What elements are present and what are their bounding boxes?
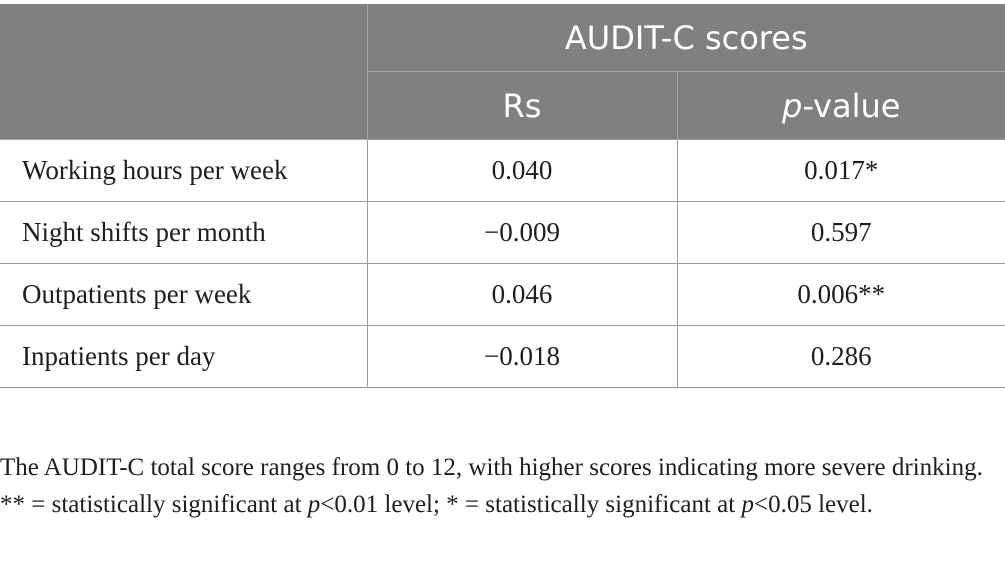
footnote-score-range: The AUDIT-C total score ranges from 0 to…: [0, 454, 983, 481]
row-label: Working hours per week: [0, 139, 368, 202]
row-label: Night shifts per month: [0, 201, 368, 264]
header-blank-cell: [0, 4, 368, 140]
p-value: 0.017*: [677, 139, 1005, 202]
rs-value: −0.009: [367, 201, 678, 264]
footnote-significance: ** = statistically significant at p<0.01…: [0, 489, 1000, 520]
footnote-part: <0.01 level; * = statistically significa…: [320, 491, 742, 518]
column-header-rs: Rs: [367, 71, 678, 140]
p-italic: p: [782, 86, 803, 125]
table-row: Working hours per week 0.040 0.017*: [0, 139, 1005, 202]
table-footnotes: The AUDIT-C total score ranges from 0 to…: [0, 452, 1000, 520]
p-value: 0.597: [677, 201, 1005, 264]
rs-value: −0.018: [367, 325, 678, 388]
p-value: 0.286: [677, 325, 1005, 388]
footnote-part: <0.05 level.: [753, 491, 873, 518]
column-header-row: Rs p-value: [0, 71, 1005, 140]
row-label: Outpatients per week: [0, 263, 368, 326]
table-row: Inpatients per day −0.018 0.286: [0, 325, 1005, 388]
footnote-p: p: [307, 491, 321, 518]
group-header-row: AUDIT-C scores: [0, 4, 1005, 140]
p-value-suffix: -value: [802, 86, 901, 125]
column-header-p-value: p-value: [677, 71, 1005, 140]
footnote-p: p: [741, 491, 754, 518]
results-table: AUDIT-C scores Rs p-value Working hours …: [0, 4, 1005, 388]
table-row: Outpatients per week 0.046 0.006**: [0, 263, 1005, 326]
rs-value: 0.040: [367, 139, 678, 202]
group-header-audit-c: AUDIT-C scores: [367, 4, 1005, 72]
footnote-part: ** = statistically significant at: [0, 491, 308, 518]
row-label: Inpatients per day: [0, 325, 368, 388]
rs-value: 0.046: [367, 263, 678, 326]
table-row: Night shifts per month −0.009 0.597: [0, 201, 1005, 264]
p-value: 0.006**: [677, 263, 1005, 326]
